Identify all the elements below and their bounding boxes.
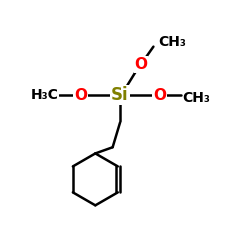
Text: O: O <box>134 57 147 72</box>
Text: CH₃: CH₃ <box>158 35 186 49</box>
Text: Si: Si <box>111 86 129 104</box>
Text: O: O <box>153 88 166 103</box>
Text: O: O <box>74 88 87 103</box>
Text: H₃C: H₃C <box>30 88 58 102</box>
Text: H: H <box>46 88 58 102</box>
Text: CH₃: CH₃ <box>182 91 210 105</box>
